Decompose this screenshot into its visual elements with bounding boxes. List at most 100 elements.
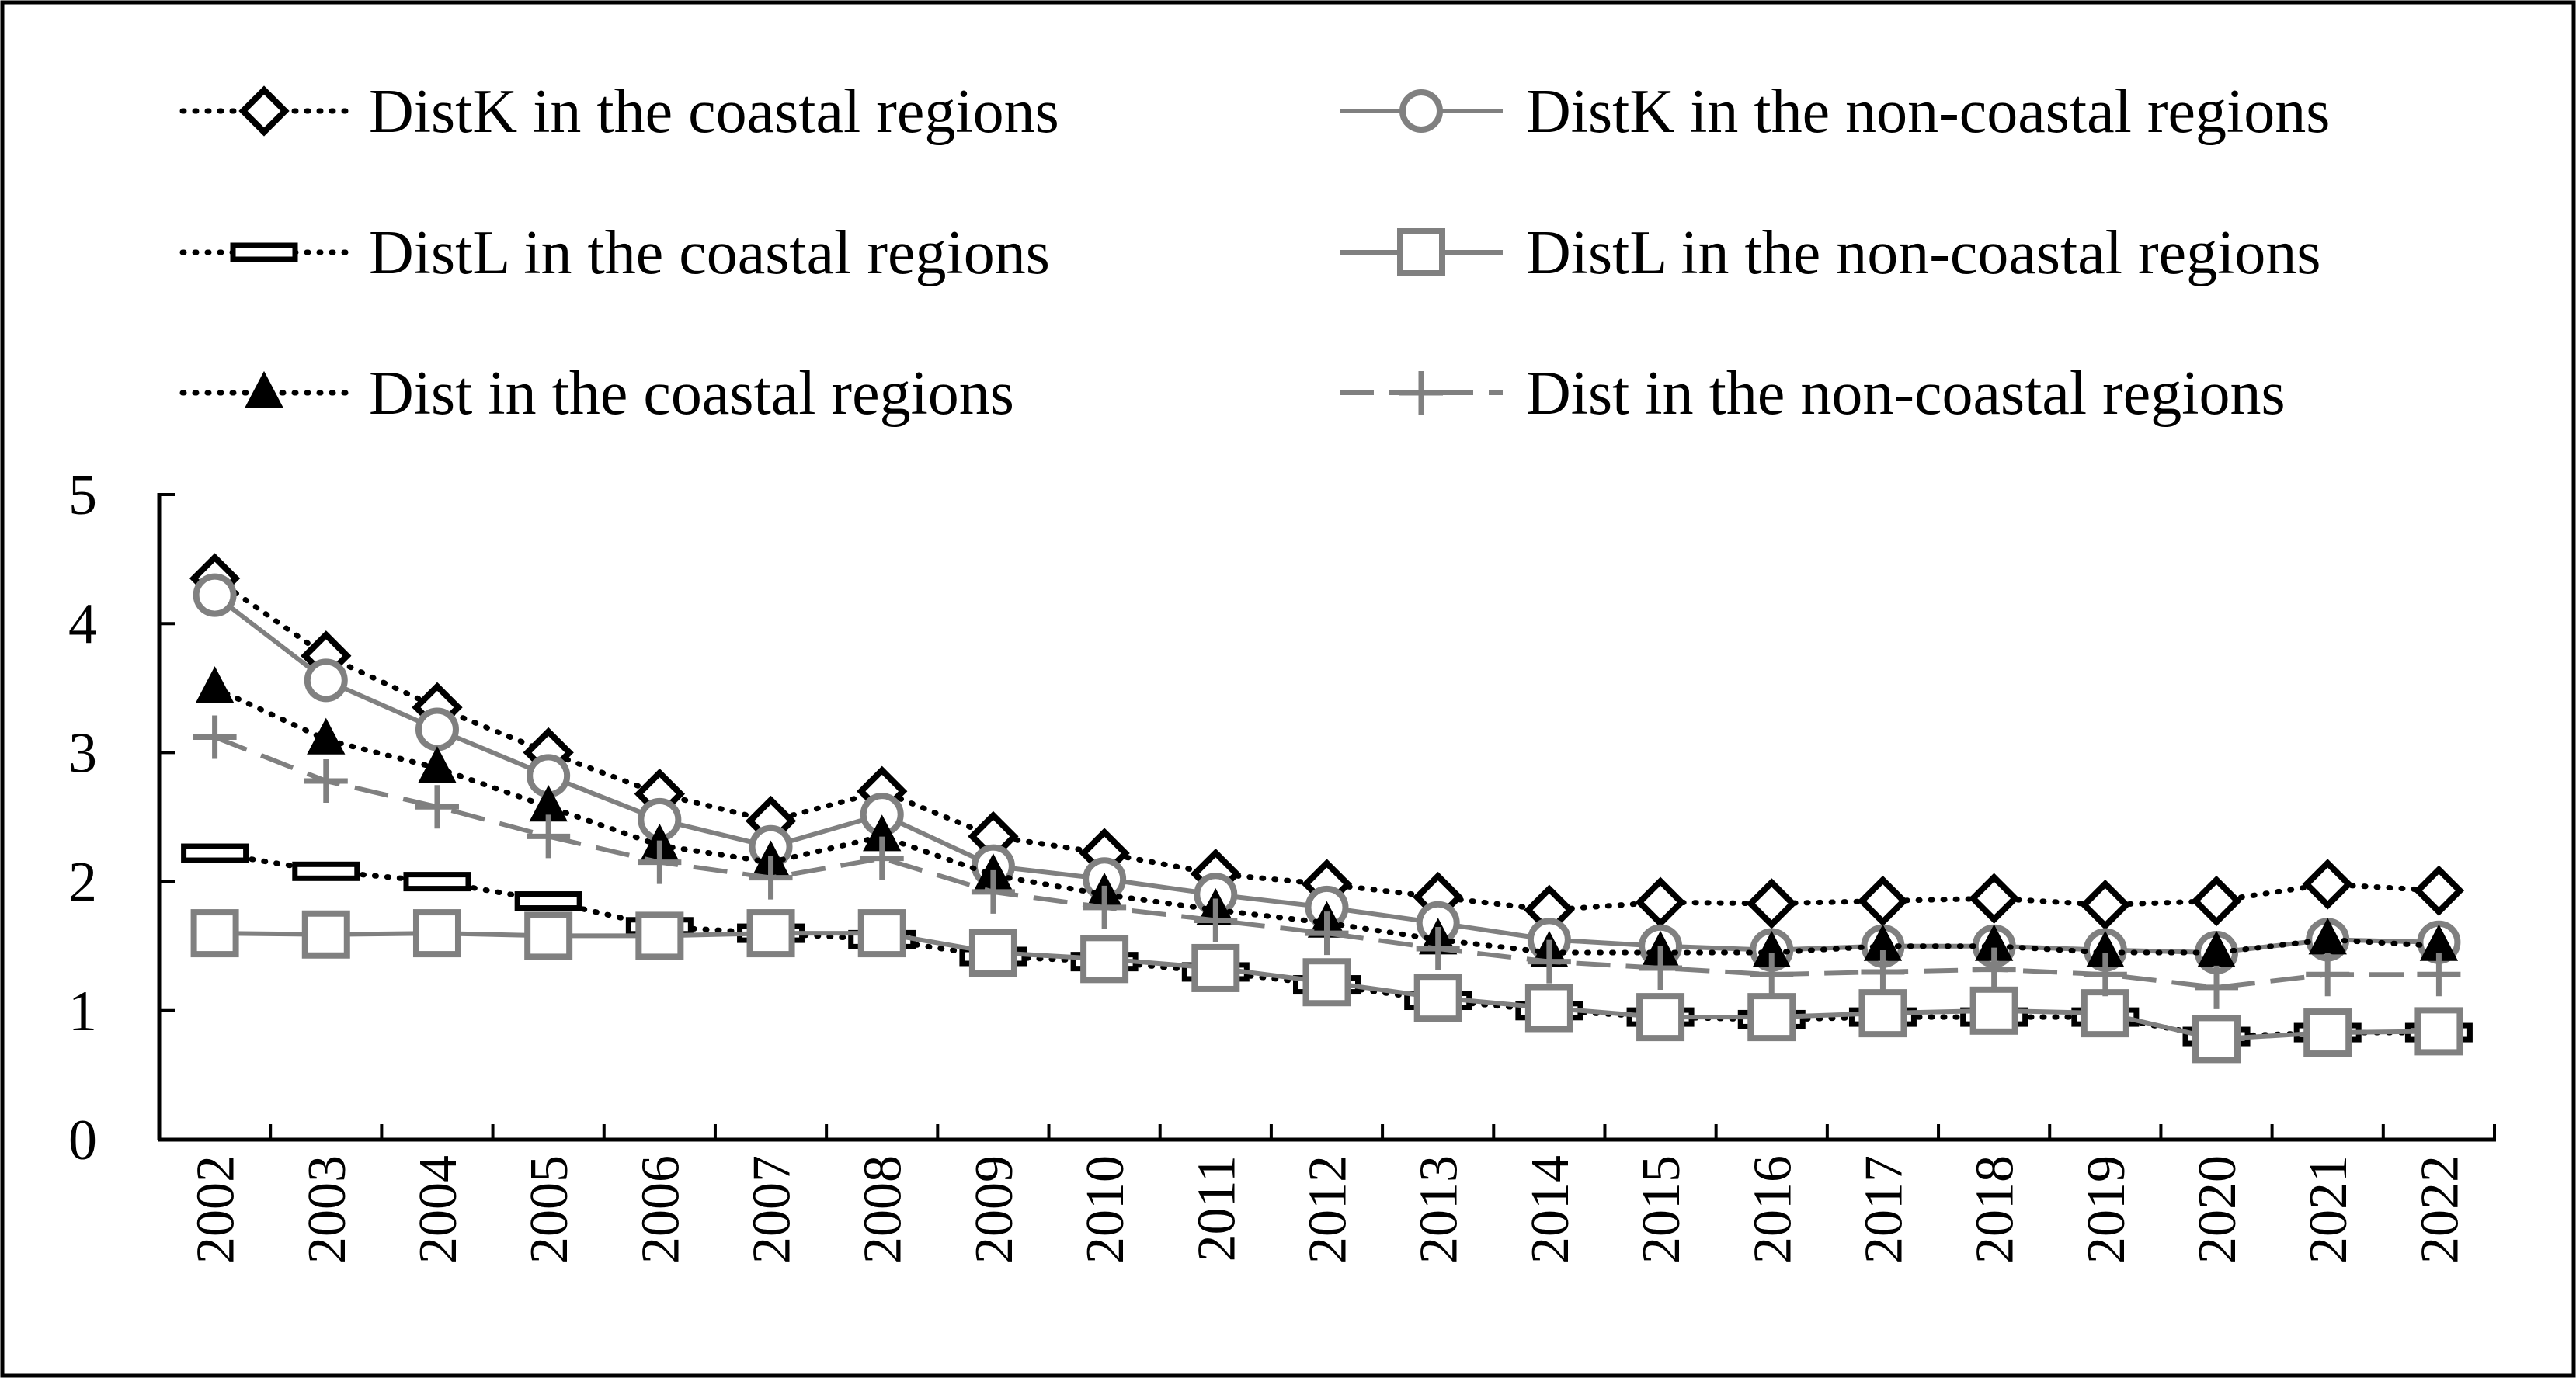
data-point (304, 758, 348, 803)
series-layer (181, 553, 2473, 1064)
legend-marker (245, 370, 283, 408)
data-point (2195, 965, 2239, 1009)
data-point (860, 836, 904, 880)
data-point (1413, 974, 1462, 1022)
data-point (857, 909, 906, 958)
x-tick-label: 2014 (1521, 1155, 1580, 1264)
data-point (1524, 984, 1573, 1033)
data-point (193, 573, 237, 617)
data-point (1305, 911, 1349, 956)
x-tick-label: 2009 (965, 1155, 1024, 1264)
x-tick-label: 2018 (1966, 1155, 2025, 1264)
data-point (2191, 875, 2242, 927)
x-tick-label: 2002 (186, 1155, 246, 1264)
data-point (1639, 946, 1683, 990)
data-point (1083, 885, 1127, 929)
data-point (1636, 993, 1685, 1042)
y-tick-label: 1 (68, 980, 97, 1043)
data-point (193, 715, 237, 759)
data-point (2302, 859, 2353, 910)
series-dist-in-the-non-coastal-regions (193, 715, 2461, 1009)
data-point (190, 909, 239, 958)
legend-label: DistK in the non-coastal regions (1526, 78, 2330, 146)
data-point (635, 911, 684, 960)
data-point (1747, 993, 1796, 1042)
data-point (527, 814, 571, 859)
legend-label: Dist in the non-coastal regions (1526, 359, 2286, 428)
data-point (2080, 879, 2131, 931)
series-distk-in-the-coastal-regions (189, 553, 2465, 935)
x-tick-label: 2022 (2410, 1155, 2470, 1264)
legend-item: DistK in the non-coastal regions (1340, 78, 2330, 146)
x-tick-label: 2005 (520, 1155, 579, 1264)
data-point (1635, 876, 1686, 928)
data-point (1750, 953, 1794, 997)
legend-item: DistK in the coastal regions (179, 78, 1059, 146)
legend-marker (1399, 89, 1443, 133)
x-tick-label: 2007 (742, 1155, 802, 1264)
y-tick-label: 0 (68, 1109, 97, 1172)
data-point (2306, 953, 2350, 997)
data-point (1746, 878, 1797, 929)
data-point (968, 929, 1017, 977)
data-point (749, 856, 793, 900)
data-point (415, 707, 459, 751)
data-point (746, 909, 795, 958)
data-point (304, 658, 348, 703)
legend-label: DistK in the coastal regions (369, 78, 1059, 146)
data-point (1080, 935, 1129, 984)
legend-marker (1399, 371, 1443, 415)
legend-item: DistL in the non-coastal regions (1340, 219, 2320, 287)
y-tick-label: 2 (68, 851, 97, 915)
data-point (1857, 875, 1909, 927)
legend-marker (1397, 228, 1445, 276)
data-point (2417, 953, 2461, 997)
data-point (2413, 865, 2465, 916)
data-point (415, 785, 459, 829)
legend-item: Dist in the non-coastal regions (1340, 359, 2286, 428)
x-tick-label: 2021 (2299, 1155, 2359, 1264)
data-point (2414, 1007, 2463, 1056)
data-point (514, 891, 582, 911)
data-point (1972, 947, 2016, 991)
data-point (524, 911, 573, 960)
x-tick-label: 2015 (1632, 1155, 1691, 1264)
data-point (1191, 943, 1240, 992)
x-tick-label: 2003 (297, 1155, 357, 1264)
y-tick-label: 5 (68, 463, 97, 527)
x-tick-label: 2020 (2188, 1155, 2247, 1264)
x-tick-label: 2012 (1298, 1155, 1358, 1264)
x-tick-label: 2004 (408, 1155, 468, 1264)
data-point (2303, 1008, 2352, 1057)
legend-label: DistL in the non-coastal regions (1526, 219, 2320, 287)
data-point (1861, 949, 1905, 994)
data-point (2083, 953, 2127, 997)
data-point (638, 840, 682, 884)
data-point (1969, 986, 2018, 1035)
x-tick-label: 2006 (631, 1155, 690, 1264)
data-point (971, 869, 1015, 914)
data-point (1858, 989, 1907, 1038)
legend-label: Dist in the coastal regions (369, 359, 1014, 428)
data-point (2192, 1015, 2241, 1064)
x-tick-label: 2017 (1854, 1155, 1914, 1264)
data-point (1416, 927, 1460, 971)
y-tick-label: 4 (68, 592, 97, 656)
data-point (418, 746, 457, 783)
legend-item: Dist in the coastal regions (179, 359, 1014, 428)
data-point (307, 717, 346, 755)
x-tick-label: 2013 (1410, 1155, 1469, 1264)
x-tick-label: 2008 (853, 1155, 913, 1264)
data-point (1194, 898, 1238, 942)
x-tick-label: 2010 (1076, 1155, 1135, 1264)
x-tick-label: 2016 (1743, 1155, 1803, 1264)
data-point (195, 666, 235, 703)
data-point (1302, 958, 1351, 1007)
legend-label: DistL in the coastal regions (369, 219, 1050, 287)
data-point (403, 872, 471, 892)
data-point (181, 843, 249, 863)
legend: DistK in the coastal regions DistK in the… (179, 78, 2330, 428)
legend-marker (238, 85, 290, 137)
